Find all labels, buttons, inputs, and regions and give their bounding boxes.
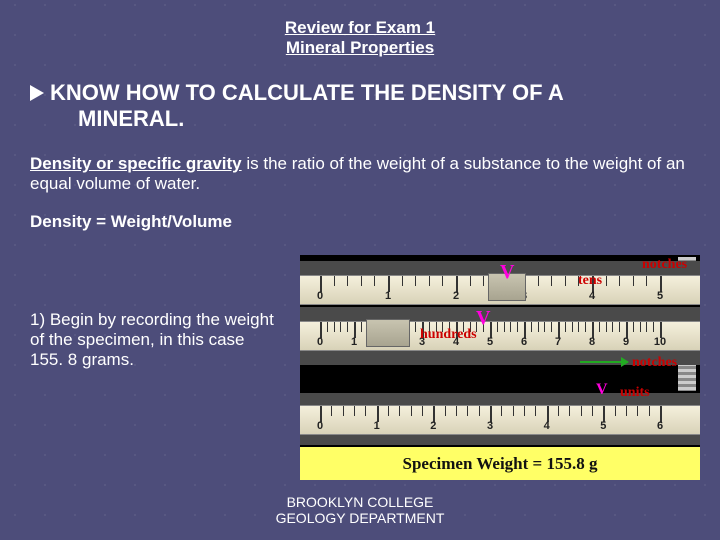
slide-title: Review for Exam 1 Mineral Properties <box>0 0 720 58</box>
scale-number: 4 <box>589 290 595 302</box>
scale-number: 1 <box>351 336 357 348</box>
scale-number: 9 <box>623 336 629 348</box>
scale-number: 0 <box>317 336 323 348</box>
scale-number: 7 <box>555 336 561 348</box>
diagram-caption: Specimen Weight = 155.8 g <box>300 446 700 480</box>
scale-number: 4 <box>544 420 550 432</box>
balance-scale-diagram: 012345 012345678910 0123456 hundreds ten… <box>300 255 700 480</box>
scale-number: 1 <box>374 420 380 432</box>
arrow-v-units: V <box>596 381 608 399</box>
scale-number: 1 <box>385 290 391 302</box>
scale-number: 6 <box>657 420 663 432</box>
footer-line-2: GEOLOGY DEPARTMENT <box>0 510 720 526</box>
main-point-line-2: MINERAL. <box>30 106 690 132</box>
scale-number: 3 <box>487 420 493 432</box>
arrow-v-hundreds: V <box>476 307 490 330</box>
scale-number: 2 <box>453 290 459 302</box>
step-1-text: 1) Begin by recording the weight of the … <box>30 310 280 370</box>
scale-number: 5 <box>487 336 493 348</box>
label-notches-2: notches <box>632 355 677 371</box>
definition-term: Density or specific gravity <box>30 154 242 173</box>
beam-bot-scale: 0 1 2 3 4 5 6 <box>300 405 700 435</box>
triangle-bullet-icon <box>30 85 44 101</box>
scale-number: 0 <box>317 420 323 432</box>
title-line-2: Mineral Properties <box>0 38 720 58</box>
scale-number: 5 <box>600 420 606 432</box>
beam-mid-dark <box>300 307 700 321</box>
slide-footer: BROOKLYN COLLEGE GEOLOGY DEPARTMENT <box>0 494 720 526</box>
density-formula: Density = Weight/Volume <box>0 194 720 232</box>
beam-bot-dark2 <box>300 435 700 445</box>
slider-hundreds <box>366 319 410 347</box>
scale-number: 10 <box>654 336 666 348</box>
definition-paragraph: Density or specific gravity is the ratio… <box>0 142 720 194</box>
scale-number: 0 <box>317 290 323 302</box>
main-bullet: KNOW HOW TO CALCULATE THE DENSITY OF A M… <box>0 58 720 142</box>
scale-number: 2 <box>430 420 436 432</box>
label-units: units <box>620 385 650 401</box>
label-hundreds: hundreds <box>420 327 477 343</box>
main-point-line-1: KNOW HOW TO CALCULATE THE DENSITY OF A <box>50 80 564 105</box>
label-notches-1: notches <box>642 257 687 273</box>
beam-mid-scale: 012345678910 <box>300 321 700 351</box>
scale-number: 5 <box>657 290 663 302</box>
label-tens: tens <box>578 273 602 289</box>
arrow-v-tens: V <box>500 261 514 284</box>
scale-number: 8 <box>589 336 595 348</box>
scale-number: 6 <box>521 336 527 348</box>
arrow-line-notches <box>580 361 628 363</box>
title-line-1: Review for Exam 1 <box>0 18 720 38</box>
footer-line-1: BROOKLYN COLLEGE <box>0 494 720 510</box>
